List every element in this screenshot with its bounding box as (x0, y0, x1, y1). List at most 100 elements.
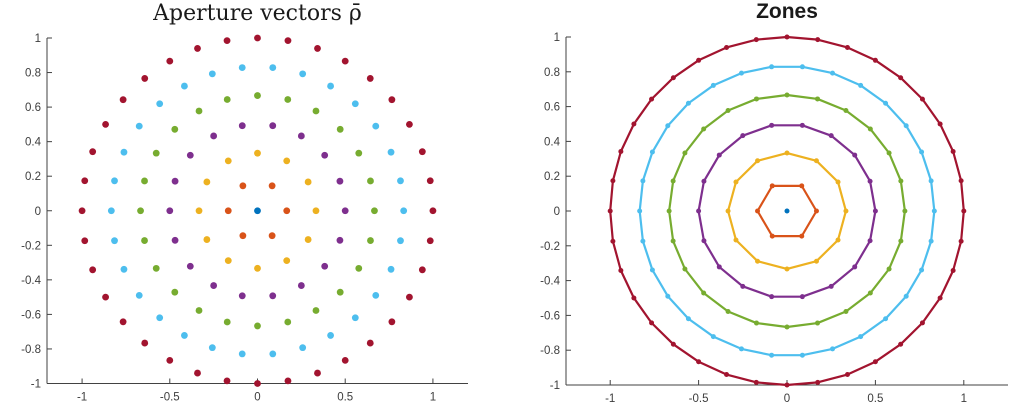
zone-4-point (312, 107, 320, 115)
zone-2-point (254, 149, 261, 157)
zone-2-point (733, 237, 739, 243)
zone-2-point (835, 237, 841, 243)
zone-2-point (784, 150, 790, 156)
zone-4-point (367, 237, 374, 244)
left-plot-points (78, 34, 437, 387)
zone-6-point (898, 75, 904, 81)
zone-6-point (919, 320, 925, 326)
zone-6-point (610, 238, 616, 244)
y-tick-label: 0.8 (544, 67, 560, 79)
zone-6-point (607, 208, 613, 214)
x-tick-label: 0.5 (337, 392, 353, 404)
zone-4-point (753, 96, 759, 102)
zone-3-point (238, 292, 246, 300)
zone-6-point (784, 382, 790, 388)
zone-4-point (254, 92, 261, 99)
zone-5-point (665, 293, 671, 299)
zone-6-point (366, 75, 374, 82)
zone-5-point (858, 334, 864, 340)
y-tick-label: 0 (554, 206, 560, 218)
y-tick-label: 0.8 (25, 68, 41, 80)
zone-4-point (815, 320, 821, 326)
zone-2-point (254, 264, 261, 272)
x-tick-label: -1 (605, 393, 615, 405)
right-plot: -1 -0.5 0 0.5 1 -1 -0.8 -0.6 -0.4 -0.2 0 0.2 0.4 0.6 0… (540, 32, 1008, 405)
zone-5-point (928, 178, 934, 184)
zone-5-point (181, 332, 188, 339)
zone-5-point (769, 64, 775, 70)
zone-6-point (141, 75, 149, 82)
left-plot-axes: -1 -0.5 0 0.5 1 -1 -0.8 -0.6 -0.4 -0.2 0 0.2 0.4 0.6 0… (21, 33, 468, 404)
zone-4-point (898, 178, 904, 184)
zone-5-point (903, 293, 909, 299)
zone-5-point (928, 238, 934, 244)
zone-2-point (755, 158, 761, 164)
zone-5-point (372, 291, 380, 299)
zone-6-point (429, 207, 437, 215)
zone-6-point (898, 341, 904, 347)
zone-6-point (388, 96, 396, 104)
zone-4-point (867, 290, 873, 296)
zone-4-point (670, 238, 676, 244)
zone-4-point (312, 307, 320, 314)
zone-1-point (268, 182, 276, 190)
zone-4-point (195, 107, 203, 115)
zone-5-point (830, 346, 836, 352)
y-tick-label: -0.8 (540, 345, 560, 357)
zone-4-point (336, 125, 344, 133)
zone-6-point (194, 369, 201, 377)
x-tick-label: -1 (77, 392, 87, 404)
y-tick-label: 0.6 (25, 102, 41, 114)
zone-6-point (223, 377, 231, 385)
zone-6-point (141, 339, 149, 347)
right-plot-axes: -1 -0.5 0 0.5 1 -1 -0.8 -0.6 -0.4 -0.2 0 0.2 0.4 0.6 0… (540, 32, 1008, 405)
zone-4-point (784, 324, 790, 330)
zone-5-point (111, 177, 118, 185)
zone-4-point (843, 308, 849, 314)
zone-5-point (738, 70, 744, 76)
zone-6-point (950, 268, 956, 274)
zone-5-point (799, 64, 805, 70)
zone-1-point (755, 208, 761, 214)
zone-5-point (858, 82, 864, 88)
zone-6-point (631, 295, 637, 301)
x-tick-label: -0.5 (160, 392, 180, 404)
zone-6-point (406, 120, 413, 128)
zone-6-point (649, 320, 655, 326)
zone-4-point (152, 149, 160, 157)
zone-5-point (120, 265, 128, 273)
zone-6-point (618, 268, 624, 274)
zone-6-point (784, 34, 790, 40)
zone-6-point (815, 379, 821, 385)
zone-3-point (336, 177, 344, 185)
zone-5-point (769, 352, 775, 358)
zone-5-point (903, 123, 909, 129)
zone-6-point (937, 295, 943, 301)
zone-1-point (813, 208, 819, 214)
zone-5-point (919, 267, 925, 273)
center-point (254, 207, 261, 215)
zone-3-point (799, 122, 805, 128)
zone-6-point (753, 379, 759, 385)
zone-5-point (400, 207, 408, 215)
zone-5-point (738, 346, 744, 352)
zone-3-point (297, 282, 305, 289)
zone-5-point (640, 238, 646, 244)
zone-6-point (119, 318, 127, 326)
zone-3-point (336, 236, 344, 244)
zone-4-point (367, 177, 374, 185)
zone-6-point (388, 318, 396, 326)
zone-5-point (299, 344, 307, 352)
zone-3-point (867, 238, 873, 244)
zone-6-point (284, 377, 292, 385)
zone-5-point (799, 352, 805, 358)
zone-1-point (799, 233, 805, 239)
zone-5-point (883, 100, 889, 106)
zone-3-point (341, 207, 349, 215)
zone-6-point (649, 96, 655, 102)
zone-3-point (716, 152, 722, 158)
zone-6-point (950, 148, 956, 154)
zone-6-point (958, 178, 964, 184)
zone-3-point (740, 133, 746, 139)
zone-3-point (321, 262, 329, 270)
